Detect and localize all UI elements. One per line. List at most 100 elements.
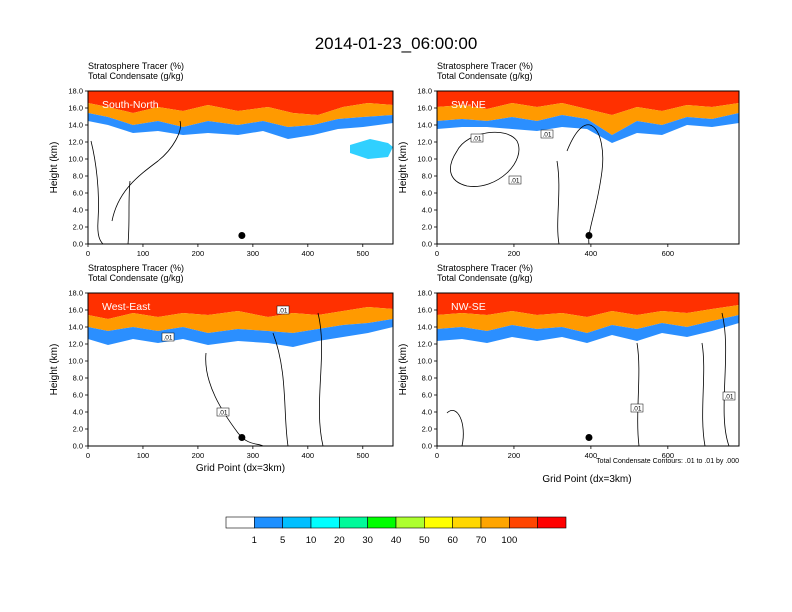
y-tick-label: 6.0 — [422, 189, 432, 198]
contour-label: .01 — [470, 133, 484, 143]
tracer-band — [437, 91, 739, 115]
condensate-contours — [450, 124, 604, 245]
panel-header-line2: Total Condensate (g/kg) — [88, 273, 184, 283]
tracer-band — [437, 103, 739, 135]
x-tick-label: 0 — [435, 451, 439, 460]
y-tick-label: 12.0 — [68, 138, 83, 147]
tracer-field — [88, 91, 393, 159]
contour-label: .01 — [508, 175, 522, 185]
panel-header-line1: Stratosphere Tracer (%) — [88, 61, 184, 71]
contour-note: Total Condensate Contours: .01 to .01 by… — [596, 458, 739, 465]
contour-label: .01 — [161, 332, 175, 342]
condensate-contours — [90, 120, 181, 245]
y-tick-label: 16.0 — [417, 104, 432, 113]
contour-label: .01 — [540, 129, 554, 139]
x-tick-label: 400 — [302, 451, 315, 460]
panel-name: West-East — [102, 301, 150, 313]
condensate-contour — [127, 180, 131, 245]
y-tick-label: 10.0 — [68, 357, 83, 366]
contour-label: .01 — [722, 391, 736, 401]
svg-text:.01: .01 — [163, 335, 172, 342]
panel-name: SW-NE — [451, 99, 486, 111]
svg-text:.01: .01 — [632, 406, 641, 413]
y-tick-label: 14.0 — [417, 121, 432, 130]
marker-point — [585, 232, 593, 239]
condensate-contour — [272, 332, 289, 447]
y-tick-label: 8.0 — [422, 374, 432, 383]
contour-label: .01 — [276, 305, 290, 315]
colorbar-label: 5 — [280, 535, 285, 546]
colorbar-swatch — [480, 516, 510, 529]
x-tick-label: 400 — [302, 249, 315, 258]
y-tick-label: 10.0 — [68, 155, 83, 164]
y-axis-label: Height (km) — [49, 142, 60, 194]
colorbar-label: 40 — [391, 535, 402, 546]
tracer-band — [437, 305, 739, 333]
colorbar-swatch — [339, 516, 368, 529]
condensate-contour — [636, 342, 640, 447]
y-tick-label: 16.0 — [417, 306, 432, 315]
y-tick-label: 12.0 — [417, 138, 432, 147]
y-tick-label: 12.0 — [417, 340, 432, 349]
y-tick-label: 8.0 — [422, 172, 432, 181]
x-tick-label: 200 — [508, 249, 521, 258]
colorbar-label: 70 — [476, 535, 487, 546]
svg-text:.01: .01 — [510, 178, 519, 185]
tracer-band — [437, 315, 739, 343]
x-tick-label: 0 — [86, 451, 90, 460]
y-tick-label: 18.0 — [68, 289, 83, 298]
tracer-field — [437, 91, 739, 143]
y-tick-label: 2.0 — [73, 425, 83, 434]
y-tick-label: 18.0 — [68, 87, 83, 96]
x-tick-label: 200 — [192, 249, 205, 258]
condensate-contour — [701, 342, 706, 447]
colorbar-swatch — [424, 516, 453, 529]
y-tick-label: 14.0 — [68, 323, 83, 332]
colorbar-swatch — [395, 516, 425, 529]
x-tick-label: 600 — [662, 451, 675, 460]
x-tick-label: 300 — [247, 249, 260, 258]
tracer-band — [88, 113, 393, 139]
condensate-contour — [90, 140, 104, 245]
condensate-contour — [446, 410, 464, 447]
colorbar-label: 50 — [419, 535, 430, 546]
marker-point — [585, 434, 593, 441]
y-tick-label: 16.0 — [68, 104, 83, 113]
panel-header-line1: Stratosphere Tracer (%) — [437, 61, 533, 71]
y-tick-label: 6.0 — [422, 391, 432, 400]
colorbar-label: 20 — [334, 535, 345, 546]
y-tick-label: 8.0 — [73, 374, 83, 383]
marker-point — [238, 434, 246, 441]
x-tick-label: 400 — [585, 451, 598, 460]
y-tick-label: 12.0 — [68, 340, 83, 349]
colorbar-swatch — [537, 516, 567, 529]
y-tick-label: 0.0 — [422, 240, 432, 249]
y-axis-label: Height (km) — [49, 344, 60, 396]
tracer-band — [88, 103, 393, 127]
panel-header-line1: Stratosphere Tracer (%) — [437, 263, 533, 273]
x-tick-label: 400 — [585, 249, 598, 258]
svg-text:.01: .01 — [542, 132, 551, 139]
tracer-band — [88, 293, 393, 319]
y-tick-label: 0.0 — [422, 442, 432, 451]
panel-sw-ne: Stratosphere Tracer (%)Total Condensate … — [398, 61, 740, 258]
marker-point — [238, 232, 246, 239]
y-tick-label: 6.0 — [73, 189, 83, 198]
plot-frame — [436, 90, 740, 245]
contour-label: .01 — [630, 403, 644, 413]
y-tick-label: 2.0 — [422, 223, 432, 232]
x-tick-label: 600 — [662, 249, 675, 258]
colorbar-swatch — [452, 516, 482, 529]
y-tick-label: 16.0 — [68, 306, 83, 315]
figure-title: 2014-01-23_06:00:00 — [315, 34, 478, 53]
footer-x-axis-label: Grid Point (dx=3km) — [542, 474, 631, 485]
condensate-contour — [205, 352, 264, 447]
panel-nw-se: Stratosphere Tracer (%)Total Condensate … — [398, 263, 740, 460]
y-tick-label: 2.0 — [422, 425, 432, 434]
panels-group: Stratosphere Tracer (%) Total Condensate … — [49, 61, 740, 474]
colorbar-swatch — [310, 516, 340, 529]
colorbar-swatch — [367, 516, 397, 529]
x-axis-label: Grid Point (dx=3km) — [196, 463, 285, 474]
svg-text:.01: .01 — [724, 394, 733, 401]
y-tick-label: 14.0 — [417, 323, 432, 332]
